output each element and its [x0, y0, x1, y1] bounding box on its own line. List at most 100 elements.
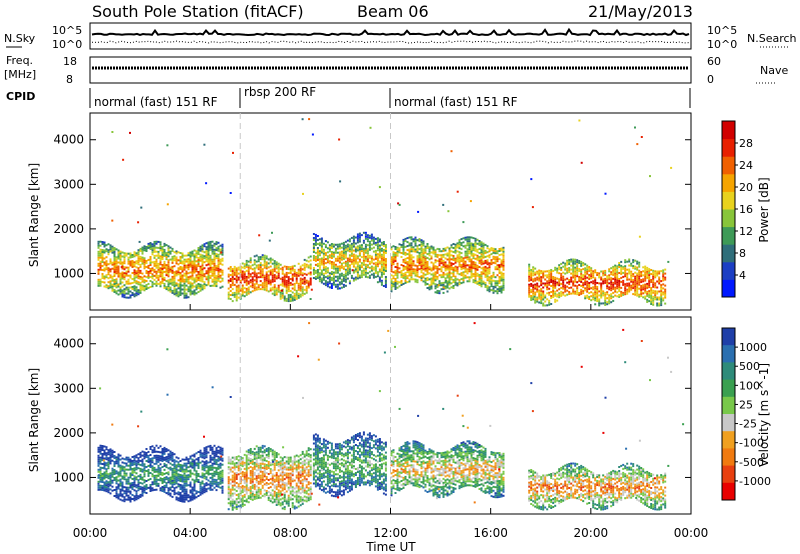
- heatmap-cell: [141, 462, 144, 465]
- heatmap-cell: [628, 270, 631, 273]
- heatmap-cell: [205, 254, 208, 257]
- heatmap-cell: [155, 240, 158, 243]
- heatmap-cell: [167, 289, 170, 292]
- heatmap-cell: [450, 272, 453, 275]
- heatmap-cell: [480, 281, 483, 284]
- heatmap-cell: [494, 286, 497, 289]
- heatmap-cell: [636, 290, 639, 293]
- heatmap-cell: [656, 286, 659, 289]
- heatmap-cell: [592, 272, 595, 275]
- heatmap-cell: [334, 247, 337, 250]
- heatmap-cell: [410, 258, 413, 261]
- heatmap-cell: [153, 268, 156, 271]
- heatmap-cell: [203, 449, 206, 452]
- heatmap-cell: [117, 463, 120, 466]
- heatmap-cell: [606, 287, 609, 290]
- heatmap-cell: [199, 273, 202, 276]
- heatmap-cell: [364, 237, 367, 240]
- heatmap-cell: [309, 277, 312, 280]
- heatmap-cell: [544, 270, 547, 273]
- heatmap-cell: [642, 286, 645, 289]
- heatmap-cell: [454, 267, 457, 270]
- heatmap-cell: [406, 265, 409, 268]
- heatmap-cell: [420, 247, 423, 250]
- heatmap-cell: [187, 458, 190, 461]
- heatmap-cell: [376, 237, 379, 240]
- heatmap-cell: [378, 262, 381, 265]
- heatmap-cell: [145, 260, 148, 262]
- heatmap-cell: [143, 469, 146, 472]
- heatmap-cell: [183, 464, 186, 467]
- heatmap-cell: [113, 249, 116, 251]
- heatmap-cell: [590, 281, 593, 284]
- heatmap-cell: [658, 298, 661, 301]
- heatmap-cell: [464, 270, 467, 273]
- heatmap-cell: [460, 242, 463, 245]
- heatmap-cell: [484, 285, 487, 288]
- heatmap-cell: [177, 295, 180, 298]
- heatmap-cell: [532, 270, 535, 273]
- heatmap-cell: [119, 466, 122, 469]
- heatmap-cell: [139, 249, 142, 252]
- heatmap-cell: [117, 275, 120, 278]
- heatmap-cell: [125, 482, 128, 485]
- heatmap-cell: [578, 280, 581, 282]
- heatmap-cell: [332, 253, 335, 256]
- heatmap-cell: [129, 490, 132, 493]
- heatmap-cell: [462, 265, 465, 268]
- heatmap-cell: [211, 272, 214, 275]
- heatmap-cell: [546, 288, 549, 291]
- heatmap-cell: [147, 468, 150, 471]
- heatmap-cell: [556, 299, 559, 302]
- freq-panel: Freq. [MHz] 18 8 60 0 Nave: [4, 54, 788, 86]
- heatmap-cell: [478, 274, 481, 276]
- heatmap-cell: [103, 251, 106, 254]
- heatmap-cell: [328, 274, 331, 277]
- heatmap-cell: [536, 270, 539, 273]
- heatmap-cell: [99, 266, 102, 269]
- heatmap-cell: [119, 454, 122, 457]
- heatmap-cell: [338, 273, 341, 276]
- heatmap-cell: [606, 281, 609, 284]
- heatmap-cell: [111, 289, 114, 292]
- heatmap-cell: [217, 253, 220, 256]
- heatmap-cell: [209, 268, 212, 271]
- heatmap-cell: [654, 276, 657, 279]
- heatmap-cell: [664, 288, 667, 291]
- heatmap-cell: [628, 272, 631, 275]
- heatmap-cell: [149, 488, 152, 490]
- heatmap-cell: [149, 276, 152, 278]
- heatmap-cell: [181, 274, 184, 277]
- heatmap-cell: [366, 276, 369, 279]
- heatmap-cell: [538, 295, 541, 298]
- heatmap-cell: [139, 269, 142, 272]
- heatmap-cell: [277, 290, 280, 293]
- heatmap-cell: [97, 278, 100, 281]
- heatmap-cell: [336, 247, 339, 250]
- heatmap-cell: [376, 239, 379, 242]
- heatmap-cell: [332, 243, 335, 246]
- heatmap-cell: [271, 278, 274, 281]
- heatmap-cell: [191, 270, 194, 273]
- heatmap-cell: [125, 286, 128, 289]
- heatmap-cell: [117, 457, 120, 460]
- heatmap-cell: [346, 243, 349, 246]
- heatmap-cell: [638, 281, 641, 284]
- heatmap-cell: [466, 248, 469, 251]
- heatmap-cell: [454, 283, 457, 286]
- heatmap-cell: [213, 248, 216, 251]
- heatmap-cell: [195, 292, 198, 295]
- heatmap-cell: [662, 269, 665, 272]
- heatmap-cell: [470, 252, 473, 255]
- heatmap-cell: [211, 274, 214, 277]
- heatmap-cell: [197, 249, 200, 251]
- heatmap-cell: [205, 472, 208, 475]
- heatmap-cell: [586, 296, 589, 299]
- heatmap-cell: [179, 494, 182, 496]
- heatmap-cell: [249, 285, 252, 288]
- heatmap-cell: [314, 257, 317, 260]
- heatmap-cell: [528, 283, 531, 286]
- heatmap-cell: [396, 280, 399, 283]
- heatmap-cell: [466, 270, 469, 273]
- heatmap-cell: [616, 279, 619, 282]
